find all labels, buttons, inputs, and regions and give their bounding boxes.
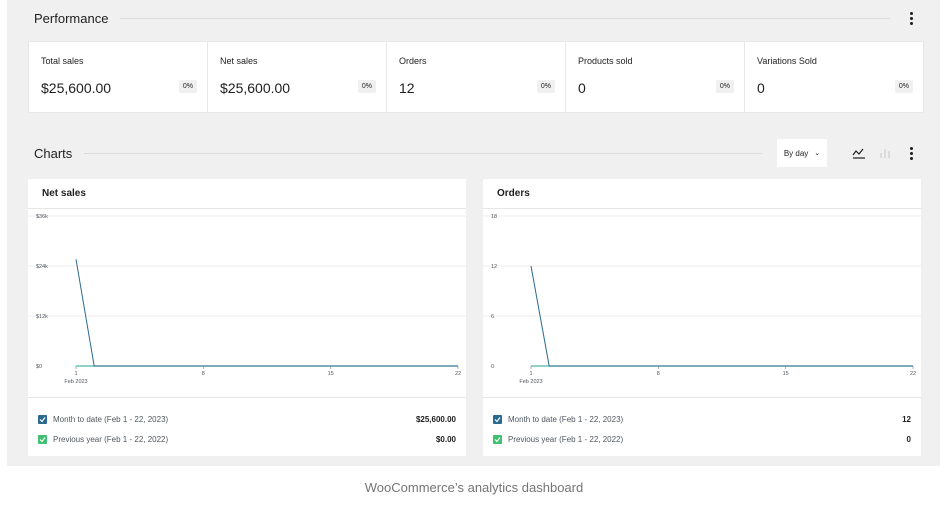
legend-item-current[interactable]: Month to date (Feb 1 - 22, 2023) $25,600…: [28, 409, 466, 429]
tile-value: 0: [578, 80, 586, 96]
y-tick-label: $0: [36, 364, 42, 370]
charts-title: Charts: [34, 145, 73, 161]
orders-legend: Month to date (Feb 1 - 22, 2023) 12 Prev…: [483, 397, 921, 456]
charts-header: Charts By day ⌄: [7, 138, 940, 168]
y-tick-label: $24k: [36, 264, 48, 270]
legend-item-previous[interactable]: Previous year (Feb 1 - 22, 2022) $0.00: [28, 429, 466, 449]
x-tick-label: 15: [783, 371, 789, 377]
legend-value: 0: [906, 434, 911, 444]
delta-badge: 0%: [894, 80, 913, 93]
tile-label: Total sales: [41, 56, 84, 66]
divider: [120, 17, 890, 19]
x-tick-label: 15: [328, 371, 334, 377]
line-chart-icon[interactable]: [852, 146, 866, 160]
delta-badge: 0%: [178, 80, 197, 93]
legend-item-previous[interactable]: Previous year (Feb 1 - 22, 2022) 0: [483, 429, 921, 449]
analytics-panel: Performance Total sales $25,600.00 0% Ne…: [7, 0, 940, 466]
net-sales-card: Net sales $36k $24k $12k $0 1 8 15 22 Feb 2023 M…: [28, 179, 466, 456]
x-tick-label: 8: [202, 371, 205, 377]
delta-badge: 0%: [715, 80, 734, 93]
tile-label: Net sales: [220, 56, 258, 66]
x-axis-sublabel: Feb 2023: [64, 379, 87, 385]
checkbox-icon[interactable]: [493, 434, 502, 444]
interval-select[interactable]: By day ⌄: [776, 138, 828, 168]
net-sales-legend: Month to date (Feb 1 - 22, 2023) $25,600…: [28, 397, 466, 456]
delta-badge: 0%: [536, 80, 555, 93]
legend-label: Month to date (Feb 1 - 22, 2023): [508, 414, 624, 424]
y-tick-label: $36k: [36, 214, 48, 220]
net-sales-chart: $36k $24k $12k $0 1 8 15 22 Feb 2023: [28, 209, 466, 397]
tile-net-sales[interactable]: Net sales $25,600.00 0%: [208, 42, 387, 112]
x-tick-label: 22: [455, 371, 461, 377]
tile-value: 0: [757, 80, 765, 96]
legend-label: Previous year (Feb 1 - 22, 2022): [53, 434, 169, 444]
series-line-current: [530, 265, 913, 367]
legend-label: Month to date (Feb 1 - 22, 2023): [53, 414, 169, 424]
bar-chart-icon[interactable]: [878, 146, 892, 160]
charts-more-icon[interactable]: [904, 144, 918, 162]
performance-title: Performance: [34, 10, 109, 26]
tile-label: Orders: [399, 56, 427, 66]
y-tick-label: 6: [491, 314, 494, 320]
tile-variations-sold[interactable]: Variations Sold 0 0%: [745, 42, 923, 112]
y-tick-label: 12: [491, 264, 497, 270]
x-tick-label: 8: [657, 371, 660, 377]
divider: [84, 152, 762, 154]
tile-label: Products sold: [578, 56, 633, 66]
legend-value: 12: [902, 414, 911, 424]
x-tick-label: 1: [74, 371, 77, 377]
legend-label: Previous year (Feb 1 - 22, 2022): [508, 434, 624, 444]
tile-label: Variations Sold: [757, 56, 817, 66]
legend-value: $0.00: [435, 434, 456, 444]
legend-item-current[interactable]: Month to date (Feb 1 - 22, 2023) 12: [483, 409, 921, 429]
tile-value: $25,600.00: [41, 80, 112, 96]
image-caption: WooCommerce’s analytics dashboard: [364, 480, 584, 495]
checkbox-icon[interactable]: [38, 434, 47, 444]
orders-chart: 18 12 6 0 1 8 15 22 Feb 2023: [483, 209, 921, 397]
card-title: Orders: [483, 179, 921, 209]
orders-card: Orders 18 12 6 0 1 8 15 22 Feb 2023 Month to dat…: [483, 179, 921, 456]
tile-orders[interactable]: Orders 12 0%: [387, 42, 566, 112]
x-tick-label: 22: [910, 371, 916, 377]
y-tick-label: 0: [491, 364, 494, 370]
tile-total-sales[interactable]: Total sales $25,600.00 0%: [29, 42, 208, 112]
tile-value: $25,600.00: [220, 80, 291, 96]
interval-value: By day: [783, 148, 809, 158]
net-sales-svg: $36k $24k $12k $0 1 8 15 22 Feb 2023: [28, 214, 466, 385]
delta-badge: 0%: [357, 80, 376, 93]
series-line-current: [75, 259, 458, 367]
x-tick-label: 1: [529, 371, 532, 377]
chevron-down-icon: ⌄: [814, 150, 821, 157]
x-axis-sublabel: Feb 2023: [519, 379, 542, 385]
y-tick-label: 18: [491, 214, 497, 220]
performance-more-icon[interactable]: [904, 9, 918, 27]
checkbox-icon[interactable]: [38, 414, 47, 424]
performance-header: Performance: [7, 3, 940, 33]
legend-value: $25,600.00: [415, 414, 456, 424]
card-title: Net sales: [28, 179, 466, 209]
performance-tiles: Total sales $25,600.00 0% Net sales $25,…: [28, 41, 924, 113]
y-tick-label: $12k: [36, 314, 48, 320]
checkbox-icon[interactable]: [493, 414, 502, 424]
tile-value: 12: [399, 80, 415, 96]
tile-products-sold[interactable]: Products sold 0 0%: [566, 42, 745, 112]
